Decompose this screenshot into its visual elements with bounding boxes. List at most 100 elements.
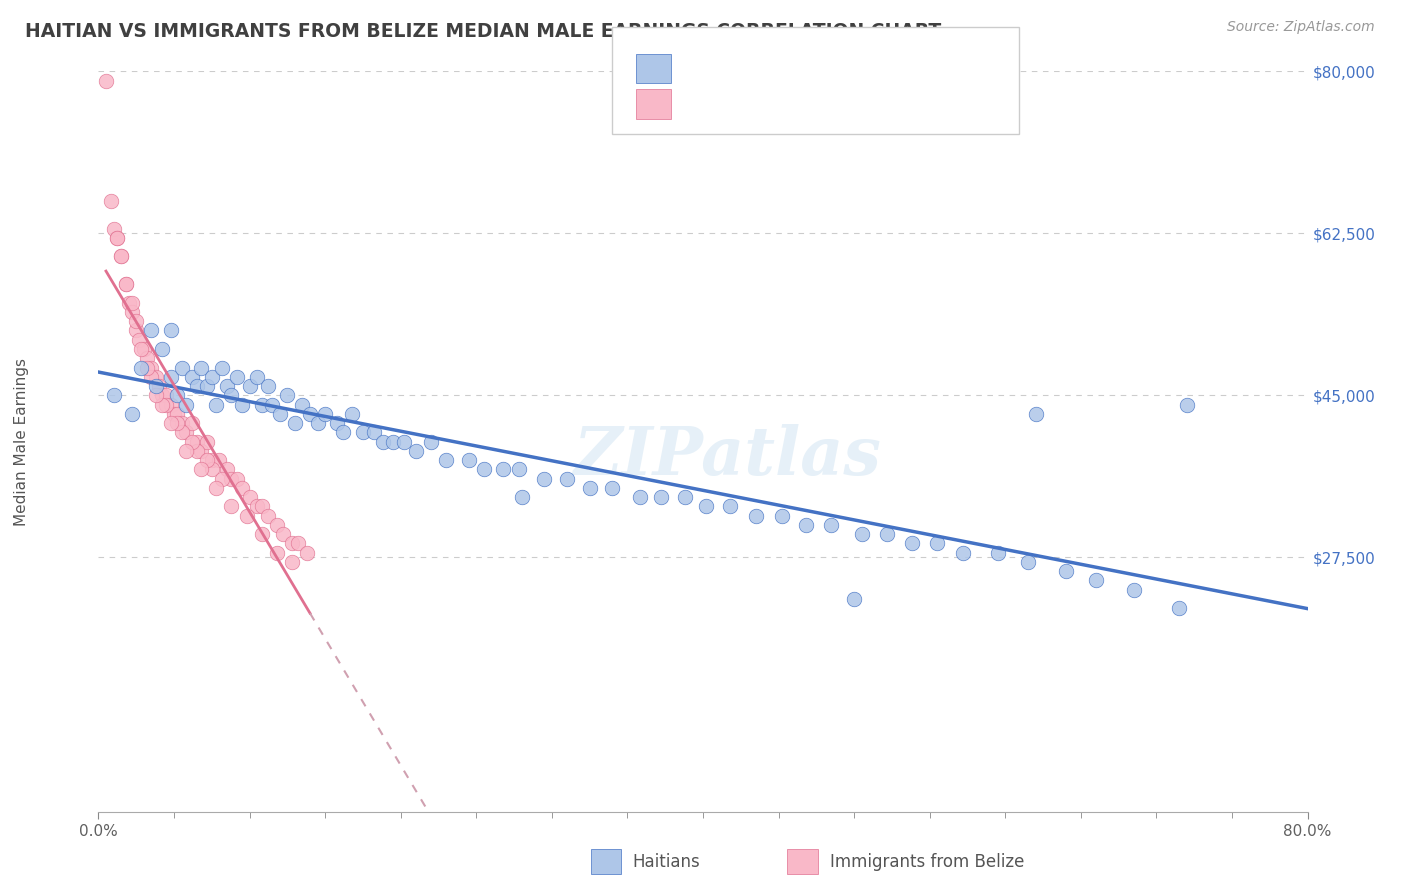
Point (150, 388, 173, 402)
Point (110, 250, 132, 264)
Point (434, 453, 457, 467)
Point (256, 379, 278, 393)
Point (129, 360, 152, 375)
Point (135, 351, 157, 366)
Point (326, 416, 349, 430)
Point (555, 471, 578, 485)
Point (650, 490, 672, 504)
Point (284, 416, 307, 430)
Point (281, 555, 304, 569)
Point (155, 388, 177, 402)
Point (186, 379, 208, 393)
Text: 71: 71 (876, 59, 901, 78)
Point (231, 398, 253, 412)
Point (1054, 564, 1077, 578)
Point (201, 462, 224, 476)
Point (148, 379, 170, 393)
Point (145, 369, 167, 384)
Point (215, 462, 238, 476)
Point (166, 407, 188, 421)
Point (166, 416, 188, 430)
Point (363, 425, 385, 440)
Point (1168, 601, 1191, 615)
Point (141, 360, 163, 375)
Point (181, 434, 204, 449)
Point (215, 379, 238, 393)
Point (100, 194, 122, 208)
Point (1122, 582, 1144, 597)
Point (174, 443, 197, 458)
Point (190, 462, 212, 476)
Point (121, 407, 143, 421)
Text: ZIPatlas: ZIPatlas (574, 424, 882, 489)
Point (276, 388, 298, 402)
Point (269, 407, 291, 421)
Point (121, 295, 143, 310)
Point (141, 324, 163, 338)
Point (150, 342, 173, 356)
Point (205, 398, 228, 412)
Point (186, 443, 208, 458)
Point (262, 398, 284, 412)
Point (160, 416, 183, 430)
Point (128, 333, 150, 347)
Point (174, 425, 197, 440)
Point (160, 324, 183, 338)
Point (208, 453, 231, 467)
Point (166, 388, 188, 402)
Point (195, 434, 218, 449)
Point (371, 434, 394, 449)
Point (211, 360, 233, 375)
Point (129, 342, 152, 356)
Point (226, 369, 249, 384)
Point (181, 369, 204, 384)
Point (673, 490, 696, 504)
Point (211, 471, 233, 485)
Text: R =: R = (686, 95, 725, 113)
Point (141, 369, 163, 384)
Point (94, 73, 117, 87)
Point (382, 434, 405, 449)
Point (174, 398, 197, 412)
Point (239, 490, 262, 504)
Point (145, 379, 167, 393)
Point (405, 443, 427, 458)
Point (820, 517, 842, 532)
Point (150, 398, 173, 412)
Point (246, 500, 269, 514)
Point (125, 324, 148, 338)
Point (307, 416, 329, 430)
Point (287, 536, 309, 550)
Text: N =: N = (820, 95, 872, 113)
Point (163, 407, 186, 421)
Point (1175, 398, 1198, 412)
Text: Source: ZipAtlas.com: Source: ZipAtlas.com (1227, 20, 1375, 34)
Point (927, 536, 949, 550)
Text: Haitians: Haitians (633, 853, 700, 871)
Point (457, 453, 479, 467)
Point (1017, 555, 1039, 569)
Text: R =: R = (686, 59, 725, 78)
Point (114, 277, 136, 292)
Point (314, 407, 336, 421)
Point (578, 481, 600, 495)
Point (110, 250, 132, 264)
Point (299, 407, 322, 421)
Point (190, 443, 212, 458)
Point (281, 536, 304, 550)
Point (170, 360, 193, 375)
Point (250, 398, 273, 412)
Text: HAITIAN VS IMMIGRANTS FROM BELIZE MEDIAN MALE EARNINGS CORRELATION CHART: HAITIAN VS IMMIGRANTS FROM BELIZE MEDIAN… (25, 22, 942, 41)
Y-axis label: Median Male Earnings: Median Male Earnings (14, 358, 30, 525)
Point (190, 360, 212, 375)
Point (533, 471, 555, 485)
Point (201, 453, 224, 467)
Point (952, 545, 974, 560)
Point (195, 453, 218, 467)
Point (239, 379, 262, 393)
Point (492, 462, 515, 476)
Point (181, 416, 204, 430)
Point (231, 481, 253, 495)
Point (1085, 574, 1108, 588)
Point (508, 462, 530, 476)
